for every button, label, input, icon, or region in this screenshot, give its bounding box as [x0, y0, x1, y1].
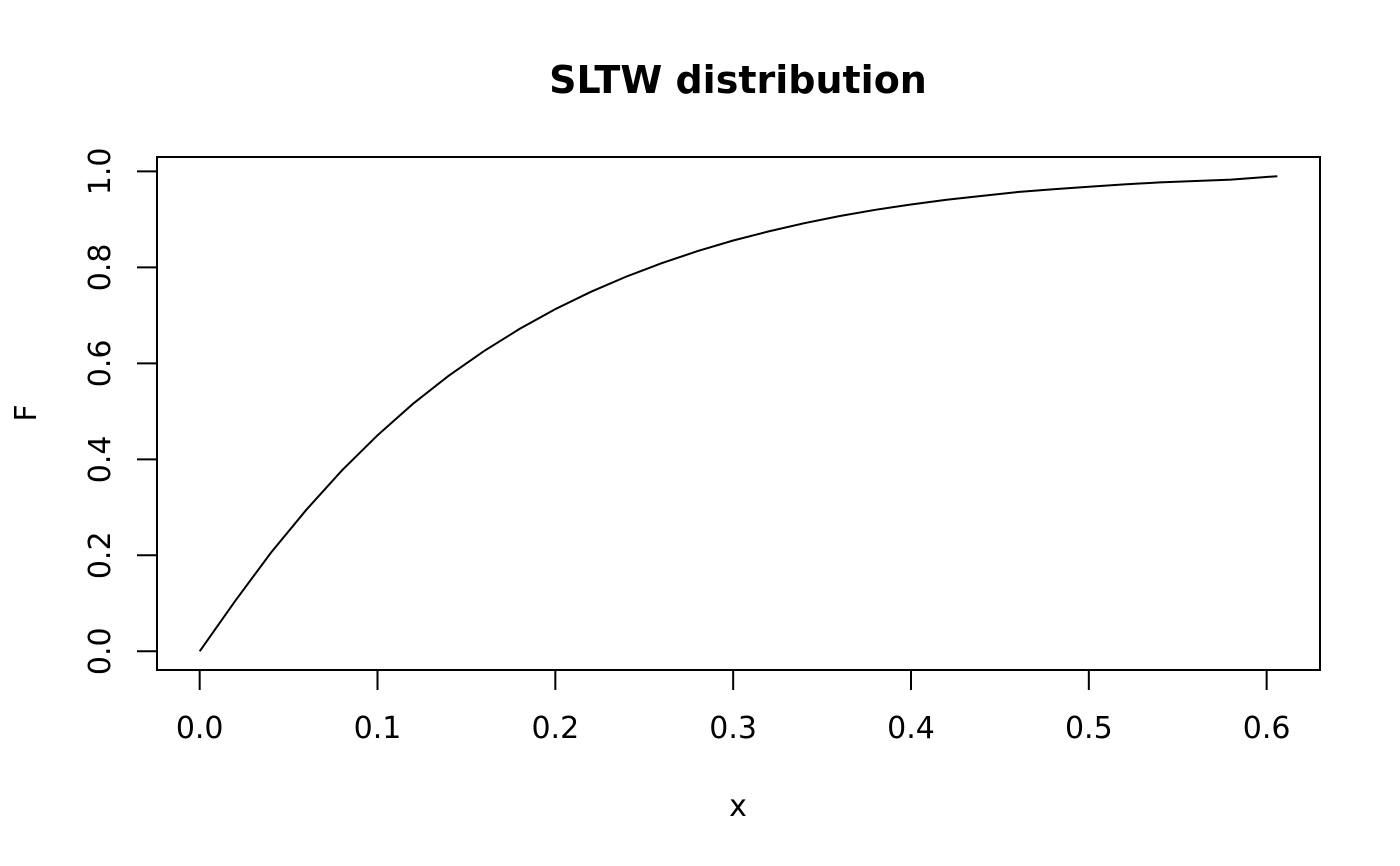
cdf-series-line — [198, 175, 1278, 652]
y-tick-label: 0.0 — [83, 627, 118, 675]
x-tick-label: 0.4 — [887, 711, 935, 746]
y-axis: 0.0 0.2 0.4 0.6 0.8 1.0 — [83, 148, 158, 675]
chart-title: SLTW distribution — [549, 58, 927, 102]
x-tick-label: 0.5 — [1065, 711, 1113, 746]
x-axis-label: x — [729, 789, 747, 824]
y-tick-label: 1.0 — [83, 148, 118, 196]
x-tick-label: 0.2 — [531, 711, 579, 746]
x-tick-label: 0.3 — [709, 711, 757, 746]
x-tick-label: 0.1 — [354, 711, 402, 746]
series-group — [198, 175, 1278, 652]
y-tick-label: 0.4 — [83, 435, 118, 483]
y-tick-label: 0.8 — [83, 244, 118, 292]
x-tick-label: 0.0 — [176, 711, 224, 746]
y-axis-label: F — [9, 404, 44, 421]
y-tick-label: 0.2 — [83, 531, 118, 579]
x-tick-label: 0.6 — [1243, 711, 1291, 746]
y-tick-label: 0.6 — [83, 339, 118, 387]
x-axis: 0.0 0.1 0.2 0.3 0.4 0.5 0.6 — [176, 669, 1291, 746]
